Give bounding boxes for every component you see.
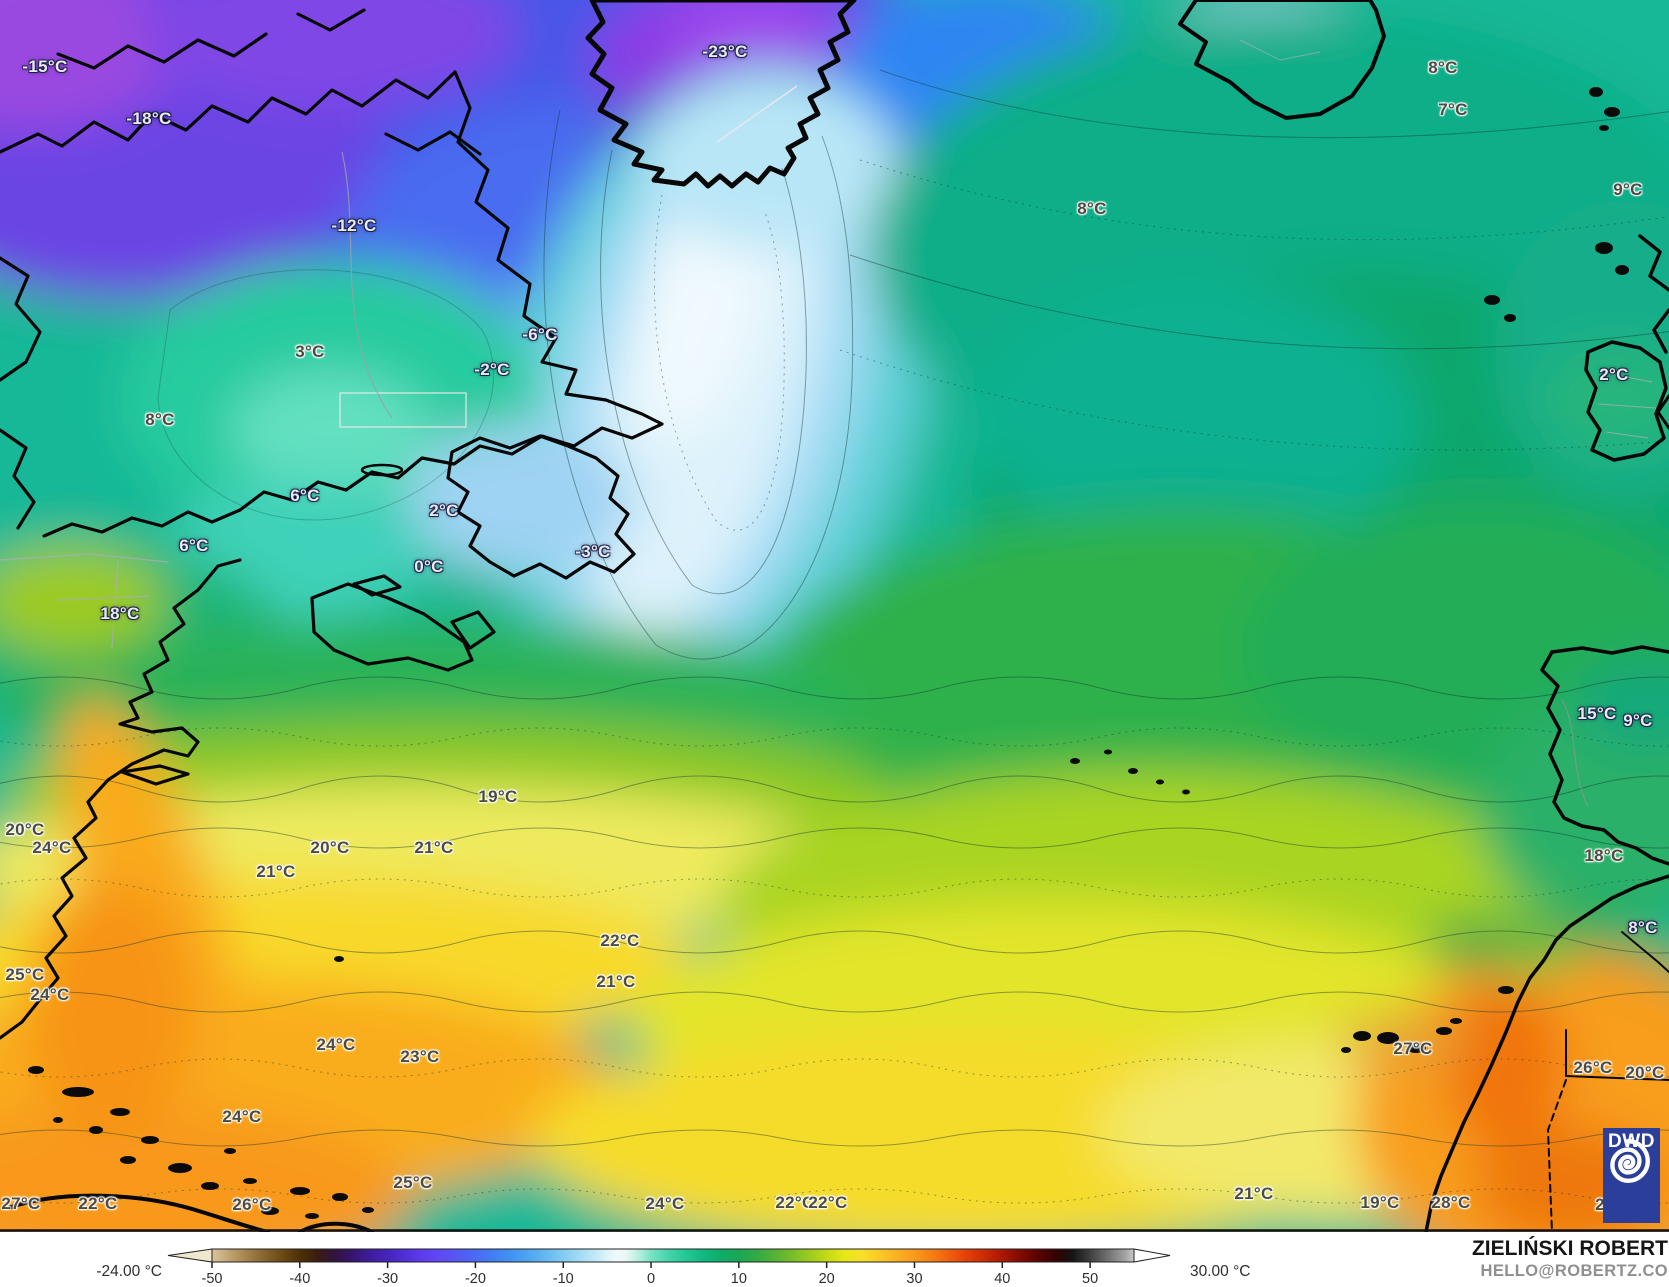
colorbar-ticks: -50 -40 -30 -20 -10 0 10 20 30 40 50 [202,1262,1098,1287]
svg-text:-30: -30 [377,1271,398,1287]
colorbar-below-range-arrow [167,1248,213,1263]
svg-text:0: 0 [647,1271,655,1287]
colorbar-gradient-bar [211,1248,1135,1263]
svg-text:50: 50 [1082,1271,1098,1287]
svg-text:-20: -20 [465,1271,486,1287]
dwd-logo: DWD [1603,1128,1660,1223]
svg-text:10: 10 [731,1271,747,1287]
map-canvas [0,0,1669,1232]
admin-borders [0,39,1657,807]
legend-strip: -50 -40 -30 -20 -10 0 10 20 30 40 50 -24.00 °C 30.… [0,1232,1669,1287]
svg-text:-40: -40 [289,1271,310,1287]
svg-text:20: 20 [819,1271,835,1287]
contour-lines [0,69,1669,1204]
min-temp-label: -24.00 °C [96,1263,162,1280]
max-temp-label: 30.00 °C [1190,1263,1251,1280]
svg-text:-10: -10 [553,1271,574,1287]
svg-text:30: 30 [906,1271,922,1287]
colorbar-above-range-arrow [1133,1248,1171,1263]
map-area: -15°C -18°C -12°C -23°C 8°C 8°C 7°C 9°C 3°C 8°C -6… [0,0,1669,1232]
svg-text:-50: -50 [202,1271,223,1287]
svg-text:40: 40 [994,1271,1010,1287]
temperature-field [0,0,1669,1232]
colorbar: -50 -40 -30 -20 -10 0 10 20 30 40 50 [167,1248,1171,1287]
small-islands [28,87,1629,1219]
attribution-author: ZIELIŃSKI ROBERT [1471,1237,1668,1260]
attribution-contact: HELLO@ROBERTZ.CO [1480,1262,1668,1280]
coastlines [0,0,1669,1232]
dwd-spiral-icon [1610,1139,1650,1183]
